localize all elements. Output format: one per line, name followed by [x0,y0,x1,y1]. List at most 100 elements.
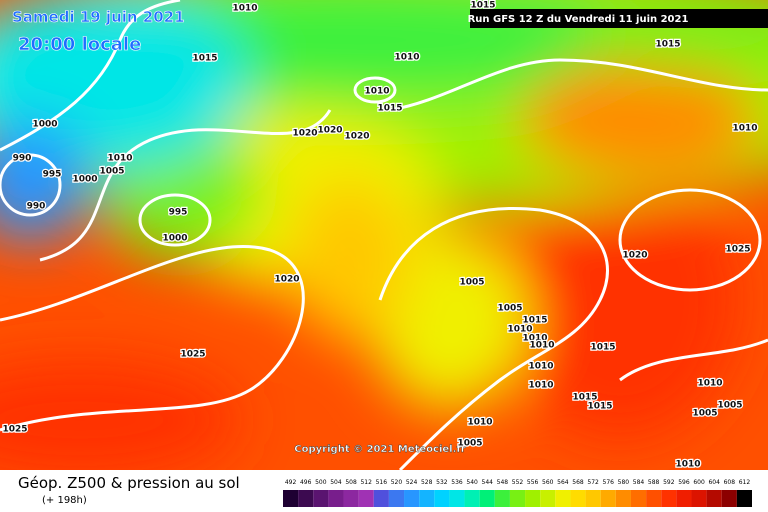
scale-label: 568 [572,479,584,486]
isobar-label: 1010 [107,154,132,164]
scale-label: 536 [451,479,463,486]
scale-label: 588 [648,479,660,486]
isobar-label: 1005 [457,439,482,449]
isobar-label: 1005 [692,409,717,419]
scale-label: 572 [587,479,599,486]
scale-swatch [525,490,541,507]
isobar-label: 1010 [507,325,532,335]
scale-label: 556 [527,479,539,486]
isobar-label: 1005 [717,401,742,411]
scale-swatch [328,490,344,507]
scale-swatch [494,490,510,507]
isobar-label: 1005 [99,167,124,177]
scale-label: 540 [466,479,478,486]
scale-swatch [661,490,677,507]
scale-label: 580 [618,479,630,486]
scale-swatch [404,490,420,507]
isobar-label: 1005 [497,304,522,314]
isobar-label: 1010 [364,87,389,97]
isobars [0,0,768,470]
isobar-label: 1015 [522,316,547,326]
isobar-label: 1000 [32,120,57,130]
scale-label: 492 [285,479,297,486]
scale-label: 592 [663,479,675,486]
scale-label: 548 [497,479,509,486]
isobar-label: 995 [43,170,62,180]
scale-swatch [509,490,526,507]
scale-swatch [434,490,450,507]
scale-swatch [646,490,662,507]
run-box [470,9,768,28]
scale-swatch [736,490,752,507]
scale-swatch [419,490,435,507]
scale-label: 608 [724,479,736,486]
isobar-label: 1005 [459,278,484,288]
footer-title: Géop. Z500 & pression au sol [18,474,240,492]
isobar-label: 1000 [162,234,187,244]
scale-label: 528 [421,479,433,486]
isobar-label: 1010 [522,334,547,344]
scale-label: 504 [330,479,342,486]
scale-swatch [373,490,389,507]
scale-swatch [343,490,359,507]
isobar-label: 990 [13,154,32,164]
scale-label: 584 [633,479,645,486]
scale-swatch [313,490,329,507]
isobar-label: 1010 [675,460,700,470]
scale-swatch [283,490,299,507]
scale-swatch [615,490,631,507]
scale-swatch [721,490,737,507]
scale-swatch [706,490,722,507]
field [0,0,768,470]
scale-label: 560 [542,479,554,486]
scale-label: 512 [360,479,372,486]
isobar-label: 1025 [725,245,750,255]
isobar-label: 1020 [622,251,647,261]
isobar-label: 1010 [467,418,492,428]
isobar-label: 1015 [655,40,680,50]
isobar-label: 1010 [697,379,722,389]
isobar-label: 1015 [470,1,495,11]
isobar-label: 1010 [528,381,553,391]
run-info: Run GFS 12 Z du Vendredi 11 juin 2021 [468,14,689,25]
scale-label: 508 [345,479,357,486]
scale-label: 500 [315,479,327,486]
scale-swatch [298,490,314,507]
isobar-label: 1020 [292,129,317,139]
isobar-label: 1015 [587,402,612,412]
isobar-label: 995 [169,208,188,218]
isobar-label: 1015 [572,393,597,403]
isobar-label: 1015 [590,343,615,353]
scale-swatch [630,490,647,507]
scale-swatch [570,490,586,507]
scale-label: 544 [482,479,494,486]
isobar-label: 990 [27,202,46,212]
isobar-label: 1010 [232,4,257,14]
scale-label: 576 [603,479,615,486]
scale-label: 516 [376,479,388,486]
time: 20:00 locale [18,34,141,55]
scale-label: 564 [557,479,569,486]
scale-label: 496 [300,479,312,486]
scale-swatch [464,490,480,507]
scale-swatch [676,490,692,507]
scale-label: 552 [512,479,524,486]
scale-swatch [600,490,616,507]
scale-swatch [555,490,571,507]
isobar-label: 1020 [274,275,299,285]
scale-swatch [449,490,465,507]
isobar-label: 1025 [2,425,27,435]
copyright: Copyright © 2021 Meteociel.fr [294,444,465,455]
scale-swatch [585,490,601,507]
scale-label: 532 [436,479,448,486]
scale-label: 524 [406,479,418,486]
footer-lead: (+ 198h) [42,495,87,506]
isobar-label: 1010 [732,124,757,134]
date: Samedi 19 juin 2021 [12,8,185,26]
isobar-label: 1025 [180,350,205,360]
isobar-label: 1015 [192,54,217,64]
scale-swatch [388,490,405,507]
scale-swatch [479,490,495,507]
isobar-label: 1010 [394,53,419,63]
